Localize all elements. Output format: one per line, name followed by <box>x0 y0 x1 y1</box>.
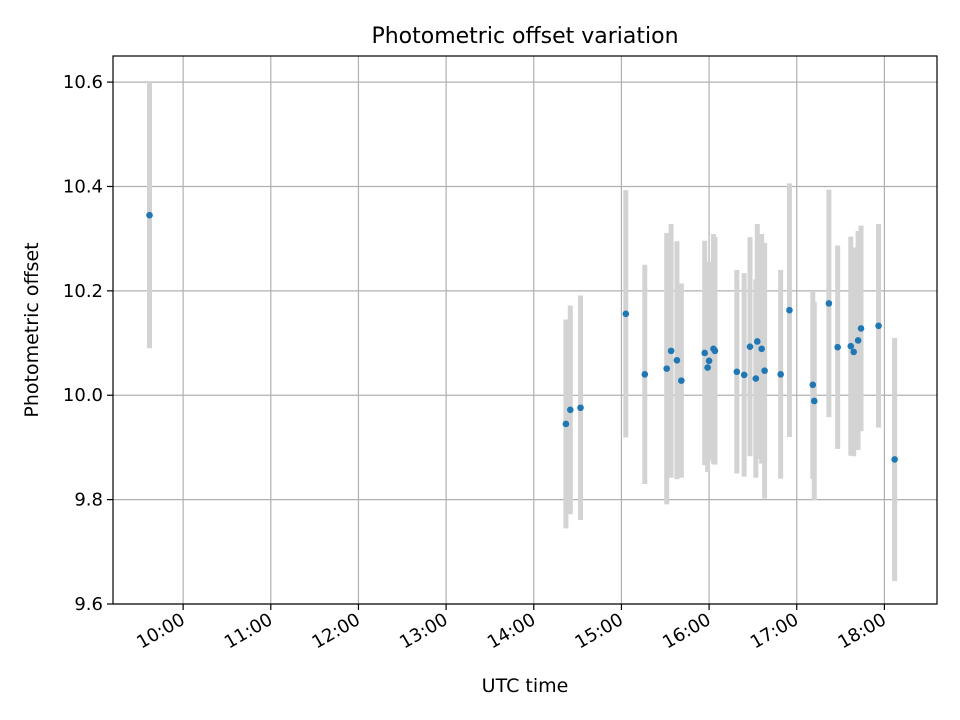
data-point <box>577 404 584 412</box>
data-point <box>891 456 898 463</box>
chart-title: Photometric offset variation <box>371 24 678 49</box>
data-point <box>641 371 649 378</box>
data-point <box>809 381 817 389</box>
data-point <box>847 342 855 350</box>
y-tick-label: 10.4 <box>63 176 103 197</box>
x-axis-label: UTC time <box>482 675 569 697</box>
data-point <box>704 364 711 371</box>
data-point <box>758 345 765 353</box>
data-point <box>740 371 748 379</box>
data-point <box>663 365 671 372</box>
data-point <box>746 343 754 351</box>
y-tick-label: 9.6 <box>74 594 103 615</box>
plot-frame <box>112 55 938 605</box>
data-point <box>834 343 841 351</box>
point-layer <box>146 211 898 463</box>
data-point <box>146 211 153 219</box>
y-tick-label: 9.8 <box>74 490 103 511</box>
data-point <box>850 348 858 356</box>
data-point <box>810 397 818 405</box>
data-point <box>752 375 760 382</box>
data-point <box>667 347 675 355</box>
data-point <box>854 337 862 344</box>
y-tick-label: 10.6 <box>63 72 103 93</box>
data-point <box>566 406 574 414</box>
y-tick-label: 10.0 <box>63 385 103 406</box>
data-point <box>705 357 713 365</box>
y-axis-label: Photometric offset <box>21 242 43 417</box>
data-point <box>711 347 719 355</box>
data-point <box>786 306 793 314</box>
data-point <box>622 310 630 318</box>
data-point <box>678 377 685 384</box>
data-point <box>673 356 681 364</box>
data-point <box>825 300 833 307</box>
data-point <box>761 367 768 375</box>
y-tick-label: 10.2 <box>63 281 103 302</box>
data-point <box>562 420 570 428</box>
data-point <box>701 349 709 357</box>
data-point <box>875 322 882 330</box>
data-point <box>777 371 784 378</box>
data-point <box>857 325 865 332</box>
data-point <box>753 338 761 345</box>
data-point <box>733 368 741 376</box>
